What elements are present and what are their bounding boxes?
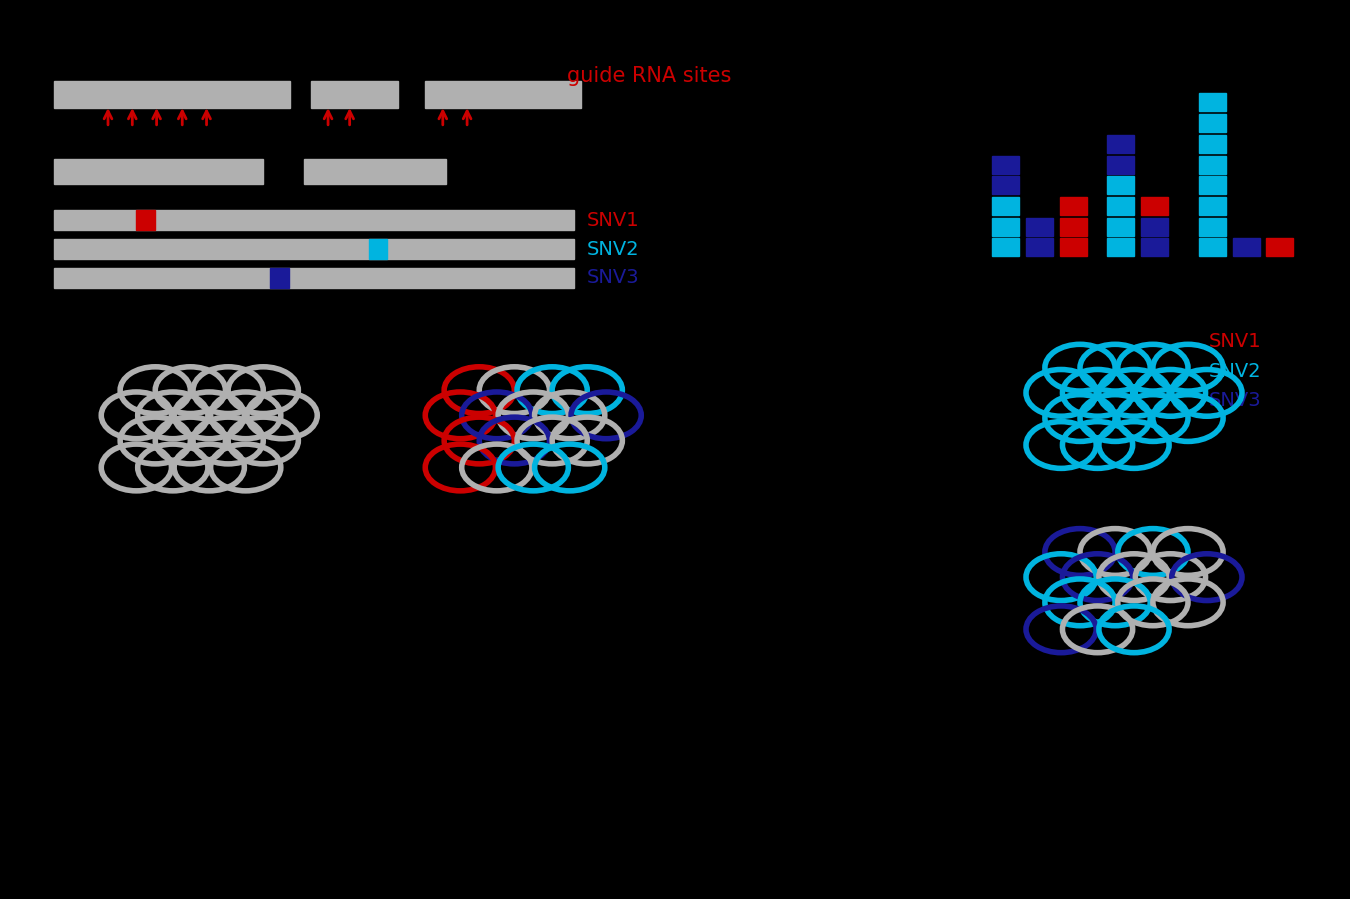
Bar (270, 268, 289, 288)
Bar (54, 239, 574, 259)
Bar (1199, 176, 1226, 194)
Bar (54, 210, 574, 230)
Bar (992, 197, 1019, 215)
Bar (1199, 93, 1226, 111)
Bar (136, 210, 155, 230)
Text: SNV2: SNV2 (587, 239, 640, 259)
Bar (1266, 238, 1293, 256)
Bar (1199, 114, 1226, 132)
Bar (992, 238, 1019, 256)
Bar (1107, 176, 1134, 194)
Bar (1141, 238, 1168, 256)
Bar (54, 268, 574, 288)
Text: SNV1: SNV1 (587, 210, 640, 230)
Text: SNV1: SNV1 (1208, 332, 1261, 352)
Bar (425, 81, 580, 108)
Bar (992, 176, 1019, 194)
Bar (992, 156, 1019, 174)
Bar (1060, 238, 1087, 256)
Bar (369, 239, 387, 259)
Bar (54, 81, 290, 108)
Bar (1199, 238, 1226, 256)
Bar (310, 81, 398, 108)
Bar (1199, 218, 1226, 236)
Bar (1107, 218, 1134, 236)
Bar (1233, 238, 1260, 256)
Bar (54, 159, 263, 184)
Bar (1026, 238, 1053, 256)
Bar (1107, 197, 1134, 215)
Bar (1107, 156, 1134, 174)
Bar (1199, 156, 1226, 174)
Bar (1199, 197, 1226, 215)
Text: SNV3: SNV3 (587, 268, 640, 288)
Bar (304, 159, 446, 184)
Bar (1107, 238, 1134, 256)
Text: SNV2: SNV2 (1208, 361, 1261, 381)
Bar (1107, 135, 1134, 153)
Bar (992, 218, 1019, 236)
Bar (1060, 197, 1087, 215)
Bar (1199, 135, 1226, 153)
Bar (1026, 218, 1053, 236)
Bar (1060, 218, 1087, 236)
Text: SNV3: SNV3 (1208, 391, 1261, 411)
Bar (1141, 218, 1168, 236)
Text: guide RNA sites: guide RNA sites (567, 67, 732, 86)
Bar (1141, 197, 1168, 215)
